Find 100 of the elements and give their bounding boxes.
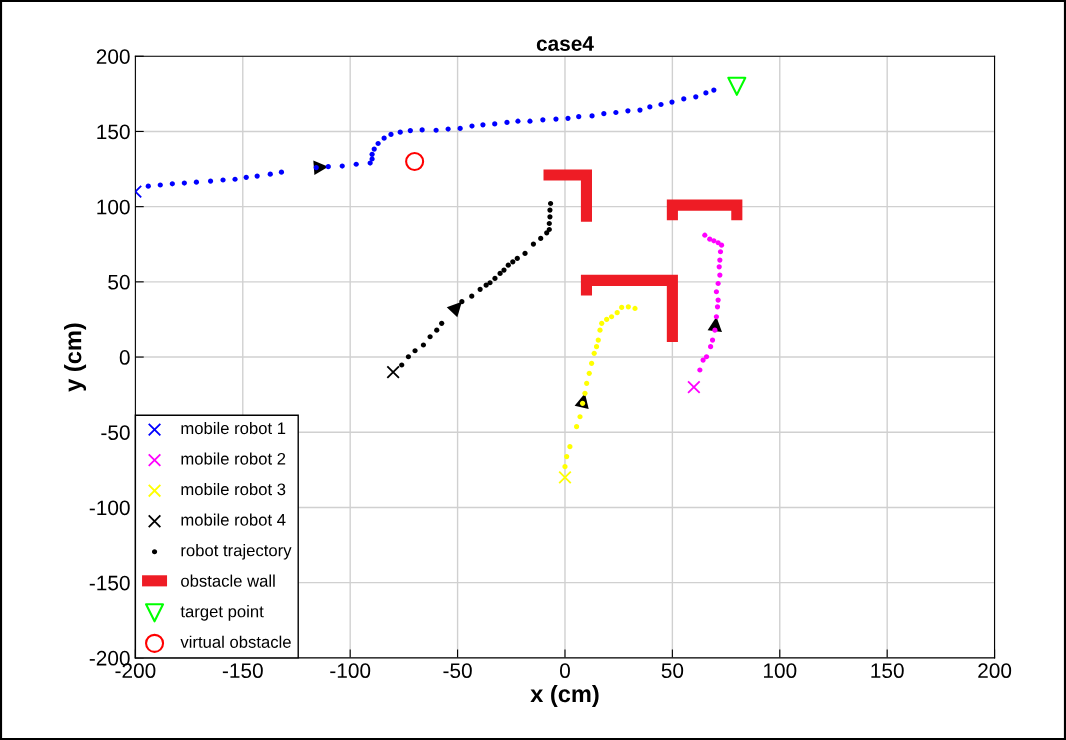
point (538, 235, 544, 241)
point (492, 121, 498, 127)
point (573, 424, 580, 430)
point (220, 177, 226, 183)
point (371, 146, 377, 152)
point (169, 181, 175, 187)
point (540, 117, 546, 123)
x-tick-label: 150 (871, 663, 904, 679)
point (637, 107, 643, 113)
point (501, 267, 507, 273)
legend-label: mobile robot 3 (181, 482, 286, 496)
point (700, 357, 706, 363)
point (589, 113, 595, 119)
point (709, 337, 716, 343)
point (693, 94, 699, 100)
point (515, 118, 521, 124)
y-tick-label: -50 (101, 425, 130, 441)
point (457, 125, 463, 132)
point (375, 140, 381, 147)
x-tick-label: -150 (222, 663, 263, 679)
point (714, 304, 721, 310)
point (565, 115, 571, 121)
y-tick-label: -100 (89, 500, 130, 516)
point (483, 282, 489, 288)
point (604, 316, 610, 323)
point (553, 116, 559, 122)
y-axis-title: y (cm) (64, 323, 87, 392)
point (584, 380, 590, 386)
point (546, 220, 552, 227)
point (469, 123, 475, 129)
x-tick-label: -100 (330, 663, 371, 679)
legend-label: virtual obstacle (180, 635, 291, 648)
point (469, 293, 475, 299)
point (405, 151, 425, 172)
point (713, 289, 720, 295)
point (193, 179, 199, 185)
point (647, 104, 653, 110)
point (708, 344, 714, 350)
point (207, 178, 214, 184)
point (558, 470, 572, 485)
point (254, 173, 260, 179)
point (157, 182, 163, 188)
point (707, 236, 713, 242)
point (715, 240, 721, 246)
point (492, 275, 498, 281)
point (399, 362, 405, 368)
point (597, 327, 603, 333)
x-tick-label: 200 (978, 663, 1012, 679)
point (522, 250, 528, 257)
point (703, 354, 710, 360)
point (397, 129, 403, 135)
point (412, 348, 418, 354)
y-tick-label: 150 (97, 124, 130, 140)
point (243, 174, 249, 180)
legend-label: mobile robot 1 (181, 421, 286, 435)
point (591, 350, 597, 356)
point (339, 163, 345, 169)
point (564, 454, 570, 460)
point (232, 176, 238, 182)
point (713, 314, 720, 320)
point (487, 280, 493, 286)
point (712, 327, 718, 333)
point (505, 262, 511, 268)
point (702, 232, 708, 238)
point (717, 257, 723, 263)
chart-title: case4 (536, 36, 594, 51)
y-tick-label: 100 (97, 199, 130, 215)
point (727, 76, 747, 96)
point (562, 464, 568, 470)
point (405, 354, 411, 360)
point (325, 164, 331, 170)
legend-label: obstacle wall (181, 574, 275, 587)
point (386, 365, 400, 379)
y-tick-label: 0 (119, 350, 130, 365)
point (527, 118, 533, 124)
y-tick-label: 50 (108, 274, 130, 290)
point (419, 127, 425, 133)
point (547, 200, 554, 207)
point (717, 272, 723, 278)
point (407, 127, 413, 134)
point (619, 304, 625, 311)
point (625, 304, 631, 310)
point (381, 135, 387, 141)
point (420, 342, 427, 348)
point (427, 334, 433, 340)
point (434, 327, 440, 333)
point (547, 214, 553, 220)
x-tick-label: 100 (763, 663, 797, 679)
point (547, 207, 553, 213)
point (595, 337, 601, 343)
point (530, 241, 536, 247)
point (497, 270, 503, 277)
point (601, 111, 607, 117)
point (718, 242, 725, 248)
point (632, 305, 638, 312)
point (715, 280, 721, 287)
point (589, 360, 595, 366)
y-tick-label: 200 (96, 49, 130, 64)
x-tick-label: 50 (661, 663, 684, 679)
point (586, 370, 592, 376)
